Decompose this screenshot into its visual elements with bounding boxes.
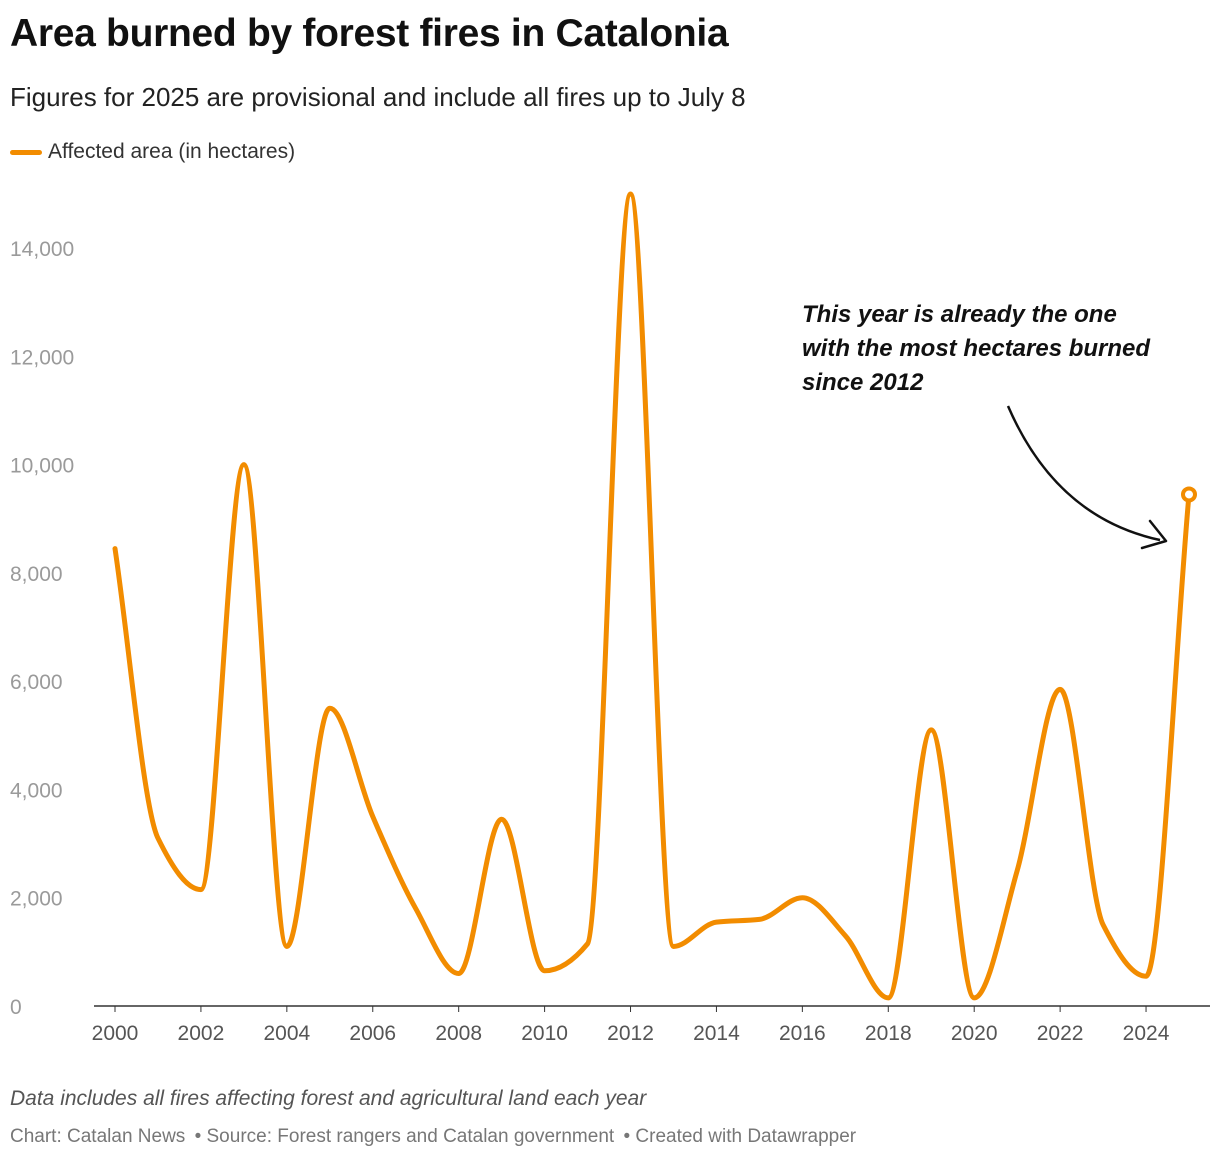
chart-title: Area burned by forest fires in Catalonia bbox=[10, 12, 729, 55]
x-tick-label: 2024 bbox=[1123, 1022, 1170, 1045]
x-tick-label: 2000 bbox=[92, 1022, 139, 1045]
x-tick-label: 2012 bbox=[607, 1022, 654, 1045]
legend-swatch bbox=[10, 149, 42, 155]
x-tick-label: 2018 bbox=[865, 1022, 912, 1045]
annotation-arrow bbox=[1006, 405, 1161, 542]
x-axis: 2000 2002 2004 2006 2008 2010 2012 2014 2016 2018… bbox=[92, 1006, 1170, 1045]
x-tick-label: 2008 bbox=[435, 1022, 482, 1045]
data-point-2025 bbox=[1181, 486, 1197, 503]
x-tick-label: 2022 bbox=[1037, 1022, 1084, 1045]
y-tick-label: 14,000 bbox=[10, 238, 74, 261]
footer: Chart: Catalan News • Source: Forest ran… bbox=[10, 1126, 860, 1148]
y-axis: 0 2,000 4,000 6,000 8,000 10,000 12,000 14,000 bbox=[10, 238, 74, 1019]
legend: Affected area (in hectares) bbox=[10, 140, 295, 164]
annotation-line-3: since 2012 bbox=[802, 369, 924, 396]
footer-created-with: • Created with Datawrapper bbox=[623, 1126, 857, 1147]
chart-subtitle: Figures for 2025 are provisional and inc… bbox=[10, 82, 746, 112]
y-tick-label: 6,000 bbox=[10, 671, 63, 694]
y-tick-label: 4,000 bbox=[10, 779, 63, 802]
y-tick-label: 2,000 bbox=[10, 888, 63, 911]
annotation-line-1: This year is already the one bbox=[802, 301, 1117, 328]
y-tick-label: 8,000 bbox=[10, 563, 63, 586]
x-tick-label: 2006 bbox=[349, 1022, 396, 1045]
series-line-affected-area bbox=[112, 191, 1192, 1001]
annotation-line-2: with the most hectares burned bbox=[802, 335, 1151, 362]
footer-source: • Source: Forest rangers and Catalan gov… bbox=[194, 1126, 615, 1147]
y-tick-label: 10,000 bbox=[10, 455, 74, 478]
legend-label: Affected area (in hectares) bbox=[48, 140, 296, 163]
annotation-arrowhead bbox=[1140, 519, 1168, 550]
x-tick-label: 2014 bbox=[693, 1022, 740, 1045]
footer-chart-credit: Chart: Catalan News bbox=[10, 1126, 186, 1147]
x-tick-label: 2010 bbox=[521, 1022, 568, 1045]
x-tick-label: 2016 bbox=[779, 1022, 826, 1045]
x-tick-label: 2004 bbox=[263, 1022, 310, 1045]
annotation: This year is already the one with the mo… bbox=[802, 298, 1202, 400]
x-tick-label: 2020 bbox=[951, 1022, 998, 1045]
x-tick-label: 2002 bbox=[178, 1022, 225, 1045]
y-tick-label: 0 bbox=[10, 996, 22, 1019]
y-tick-label: 12,000 bbox=[10, 346, 74, 369]
data-note: Data includes all fires affecting forest… bbox=[10, 1087, 647, 1110]
